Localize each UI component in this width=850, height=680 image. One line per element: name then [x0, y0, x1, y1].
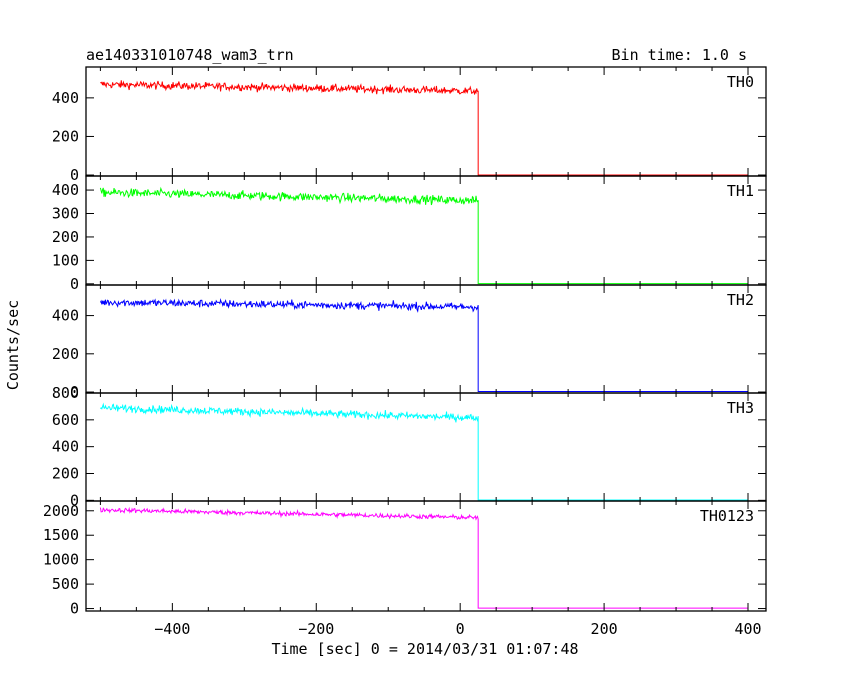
- y-tick-label: 200: [52, 345, 79, 363]
- x-tick-label: −400: [154, 620, 190, 638]
- chart-title: ae140331010748_wam3_trn: [86, 46, 294, 64]
- x-tick-label: 200: [591, 620, 618, 638]
- series-line-th2: [99, 298, 749, 392]
- y-tick-label: 0: [70, 275, 79, 293]
- series-line-th1: [99, 186, 749, 285]
- chart-subtitle: Bin time: 1.0 s: [612, 46, 747, 64]
- y-tick-label: 100: [52, 251, 79, 269]
- y-tick-label: 400: [52, 89, 79, 107]
- panel-label: TH1: [727, 182, 754, 200]
- y-tick-label: 1500: [43, 526, 79, 544]
- x-tick-label: −200: [298, 620, 334, 638]
- y-tick-label: 0: [70, 491, 79, 509]
- y-tick-label: 500: [52, 575, 79, 593]
- y-tick-label: 300: [52, 205, 79, 223]
- y-tick-label: 200: [52, 127, 79, 145]
- x-tick-label: 400: [734, 620, 761, 638]
- y-tick-label: 200: [52, 228, 79, 246]
- series-line-th0123: [99, 506, 749, 609]
- panel-th3: 0 200 400 600 800 TH3: [52, 384, 767, 509]
- series-line-th0: [100, 80, 749, 176]
- panel-frame: [85, 66, 767, 177]
- y-tick-label: 400: [52, 438, 79, 456]
- panel-th1: 0 100 200 300 400 TH1: [52, 175, 767, 293]
- y-axis-label: Counts/sec: [4, 300, 22, 390]
- panel-label: TH3: [727, 399, 754, 417]
- y-tick-label: 600: [52, 411, 79, 429]
- y-tick-label: 400: [52, 307, 79, 325]
- y-tick-label: 800: [52, 384, 79, 402]
- x-tick-label: 0: [456, 620, 465, 638]
- y-tick-label: 2000: [43, 502, 79, 520]
- panel-th0123: 0 500 1000 1500 2000 TH0123: [43, 500, 767, 618]
- y-tick-label: 200: [52, 464, 79, 482]
- x-axis-label: Time [sec] 0 = 2014/03/31 01:07:48: [271, 640, 578, 658]
- series-line-th3: [100, 402, 749, 501]
- panel-frame: [85, 500, 767, 612]
- y-tick-label: 0: [70, 166, 79, 184]
- panel-label: TH2: [727, 291, 754, 309]
- x-axis: −400 −200 0 200 400: [154, 620, 761, 638]
- y-tick-label: 1000: [43, 551, 79, 569]
- y-tick-label: 400: [52, 181, 79, 199]
- panel-frame: [85, 392, 767, 502]
- panel-label: TH0: [727, 73, 754, 91]
- panel-label: TH0123: [700, 507, 754, 525]
- panel-th2: 0 200 400 TH2: [52, 284, 767, 401]
- y-tick-label: 0: [70, 383, 79, 401]
- y-tick-label: 0: [70, 600, 79, 618]
- panel-th0: 0 200 400 TH0: [52, 66, 767, 184]
